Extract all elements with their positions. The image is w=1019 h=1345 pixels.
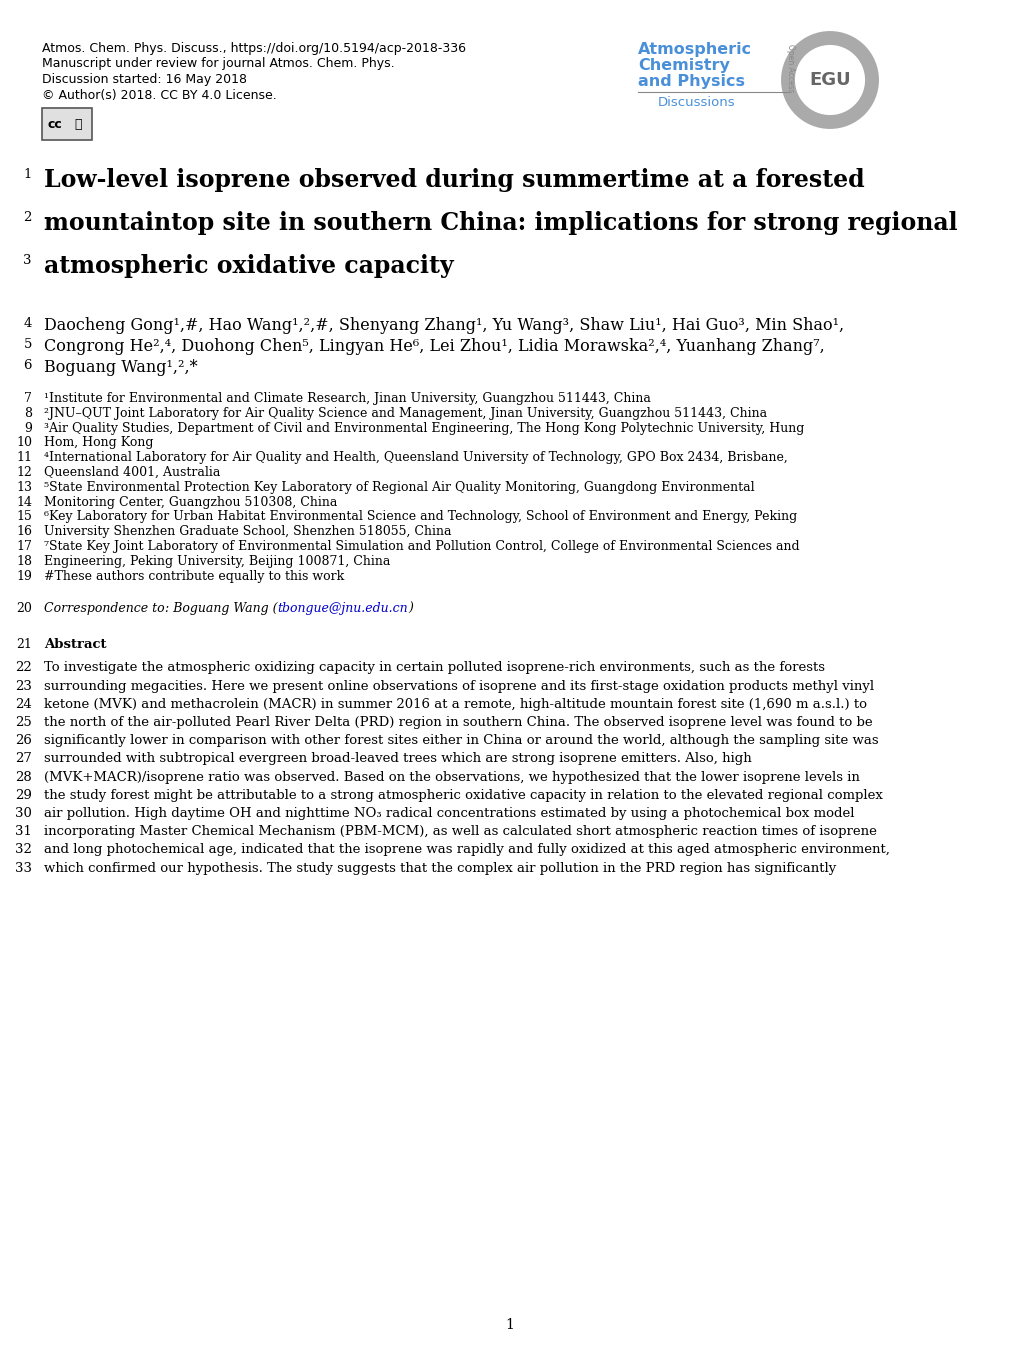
FancyBboxPatch shape xyxy=(42,108,92,140)
Text: 30: 30 xyxy=(15,807,32,820)
Text: ³Air Quality Studies, Department of Civil and Environmental Engineering, The Hon: ³Air Quality Studies, Department of Civi… xyxy=(44,421,804,434)
Text: atmospheric oxidative capacity: atmospheric oxidative capacity xyxy=(44,254,453,278)
Text: 27: 27 xyxy=(15,752,32,765)
Text: 1: 1 xyxy=(23,168,32,182)
Text: Manuscript under review for journal Atmos. Chem. Phys.: Manuscript under review for journal Atmo… xyxy=(42,58,394,70)
Text: 26: 26 xyxy=(15,734,32,748)
Text: Engineering, Peking University, Beijing 100871, China: Engineering, Peking University, Beijing … xyxy=(44,554,390,568)
Text: air pollution. High daytime OH and nighttime NO₃ radical concentrations estimate: air pollution. High daytime OH and night… xyxy=(44,807,854,820)
Text: EGU: EGU xyxy=(808,71,850,89)
Text: surrounded with subtropical evergreen broad-leaved trees which are strong isopre: surrounded with subtropical evergreen br… xyxy=(44,752,751,765)
Text: 32: 32 xyxy=(15,843,32,857)
Text: cc: cc xyxy=(48,117,62,130)
Text: 4: 4 xyxy=(23,317,32,330)
Text: © Author(s) 2018. CC BY 4.0 License.: © Author(s) 2018. CC BY 4.0 License. xyxy=(42,89,276,101)
Text: the north of the air-polluted Pearl River Delta (PRD) region in southern China. : the north of the air-polluted Pearl Rive… xyxy=(44,716,872,729)
Text: ⁶Key Laboratory for Urban Habitat Environmental Science and Technology, School o: ⁶Key Laboratory for Urban Habitat Enviro… xyxy=(44,510,797,523)
Text: 19: 19 xyxy=(16,569,32,582)
Text: 31: 31 xyxy=(15,826,32,838)
Text: the study forest might be attributable to a strong atmospheric oxidative capacit: the study forest might be attributable t… xyxy=(44,788,882,802)
Text: 13: 13 xyxy=(16,480,32,494)
Text: ⁷State Key Joint Laboratory of Environmental Simulation and Pollution Control, C: ⁷State Key Joint Laboratory of Environme… xyxy=(44,539,799,553)
Text: 11: 11 xyxy=(16,451,32,464)
Text: Ⓝ: Ⓝ xyxy=(74,117,82,130)
Text: 20: 20 xyxy=(16,603,32,616)
Text: 18: 18 xyxy=(16,554,32,568)
Text: Congrong He²,⁴, Duohong Chen⁵, Lingyan He⁶, Lei Zhou¹, Lidia Morawska²,⁴, Yuanha: Congrong He²,⁴, Duohong Chen⁵, Lingyan H… xyxy=(44,338,824,355)
Text: 12: 12 xyxy=(16,465,32,479)
Text: #These authors contribute equally to this work: #These authors contribute equally to thi… xyxy=(44,569,344,582)
Text: Correspondence to: Correspondence to xyxy=(44,603,164,616)
Text: ): ) xyxy=(408,603,413,616)
Text: 23: 23 xyxy=(15,679,32,693)
Text: 7: 7 xyxy=(24,391,32,405)
Text: surrounding megacities. Here we present online observations of isoprene and its : surrounding megacities. Here we present … xyxy=(44,679,873,693)
Text: Atmos. Chem. Phys. Discuss., https://doi.org/10.5194/acp-2018-336: Atmos. Chem. Phys. Discuss., https://doi… xyxy=(42,42,466,55)
Text: which confirmed our hypothesis. The study suggests that the complex air pollutio: which confirmed our hypothesis. The stud… xyxy=(44,862,836,874)
Text: significantly lower in comparison with other forest sites either in China or aro: significantly lower in comparison with o… xyxy=(44,734,877,748)
Text: 1: 1 xyxy=(505,1318,514,1332)
Text: ²JNU–QUT Joint Laboratory for Air Quality Science and Management, Jinan Universi: ²JNU–QUT Joint Laboratory for Air Qualit… xyxy=(44,406,766,420)
Text: Hom, Hong Kong: Hom, Hong Kong xyxy=(44,436,153,449)
Text: Open Access: Open Access xyxy=(786,44,794,93)
Text: 16: 16 xyxy=(16,525,32,538)
Text: Discussions: Discussions xyxy=(657,95,735,109)
Text: tbongue@jnu.edu.cn: tbongue@jnu.edu.cn xyxy=(277,603,408,616)
Text: Monitoring Center, Guangzhou 510308, China: Monitoring Center, Guangzhou 510308, Chi… xyxy=(44,495,337,508)
Text: 3: 3 xyxy=(23,254,32,268)
Text: 22: 22 xyxy=(15,662,32,674)
Text: 6: 6 xyxy=(23,359,32,373)
Text: and Physics: and Physics xyxy=(637,74,744,89)
Text: University Shenzhen Graduate School, Shenzhen 518055, China: University Shenzhen Graduate School, She… xyxy=(44,525,451,538)
Text: Chemistry: Chemistry xyxy=(637,58,730,73)
Text: 5: 5 xyxy=(23,338,32,351)
Text: and long photochemical age, indicated that the isoprene was rapidly and fully ox: and long photochemical age, indicated th… xyxy=(44,843,889,857)
Text: 21: 21 xyxy=(16,639,32,651)
Text: 29: 29 xyxy=(15,788,32,802)
Text: 33: 33 xyxy=(15,862,32,874)
Text: ⁵State Environmental Protection Key Laboratory of Regional Air Quality Monitorin: ⁵State Environmental Protection Key Labo… xyxy=(44,480,754,494)
Text: To investigate the atmospheric oxidizing capacity in certain polluted isoprene-r: To investigate the atmospheric oxidizing… xyxy=(44,662,824,674)
Text: 28: 28 xyxy=(15,771,32,784)
Text: ⁴International Laboratory for Air Quality and Health, Queensland University of T: ⁴International Laboratory for Air Qualit… xyxy=(44,451,787,464)
Text: Daocheng Gong¹,#, Hao Wang¹,²,#, Shenyang Zhang¹, Yu Wang³, Shaw Liu¹, Hai Guo³,: Daocheng Gong¹,#, Hao Wang¹,²,#, Shenyan… xyxy=(44,317,844,334)
Text: Abstract: Abstract xyxy=(44,639,106,651)
Text: Boguang Wang¹,²,*: Boguang Wang¹,²,* xyxy=(44,359,198,377)
Text: 14: 14 xyxy=(16,495,32,508)
Text: ketone (MVK) and methacrolein (MACR) in summer 2016 at a remote, high-altitude m: ketone (MVK) and methacrolein (MACR) in … xyxy=(44,698,866,710)
Text: 9: 9 xyxy=(24,421,32,434)
Text: 8: 8 xyxy=(24,406,32,420)
Text: 17: 17 xyxy=(16,539,32,553)
Text: 10: 10 xyxy=(16,436,32,449)
Text: Discussion started: 16 May 2018: Discussion started: 16 May 2018 xyxy=(42,73,247,86)
Text: Atmospheric: Atmospheric xyxy=(637,42,751,56)
Text: 2: 2 xyxy=(23,211,32,225)
Text: Low-level isoprene observed during summertime at a forested: Low-level isoprene observed during summe… xyxy=(44,168,864,192)
Text: Queensland 4001, Australia: Queensland 4001, Australia xyxy=(44,465,220,479)
Text: mountaintop site in southern China: implications for strong regional: mountaintop site in southern China: impl… xyxy=(44,211,957,235)
Text: (MVK+MACR)/isoprene ratio was observed. Based on the observations, we hypothesiz: (MVK+MACR)/isoprene ratio was observed. … xyxy=(44,771,859,784)
Text: 24: 24 xyxy=(15,698,32,710)
Text: 15: 15 xyxy=(16,510,32,523)
Text: ¹Institute for Environmental and Climate Research, Jinan University, Guangzhou 5: ¹Institute for Environmental and Climate… xyxy=(44,391,650,405)
Text: 25: 25 xyxy=(15,716,32,729)
Text: incorporating Master Chemical Mechanism (PBM-MCM), as well as calculated short a: incorporating Master Chemical Mechanism … xyxy=(44,826,876,838)
Text: : Boguang Wang (: : Boguang Wang ( xyxy=(164,603,277,616)
